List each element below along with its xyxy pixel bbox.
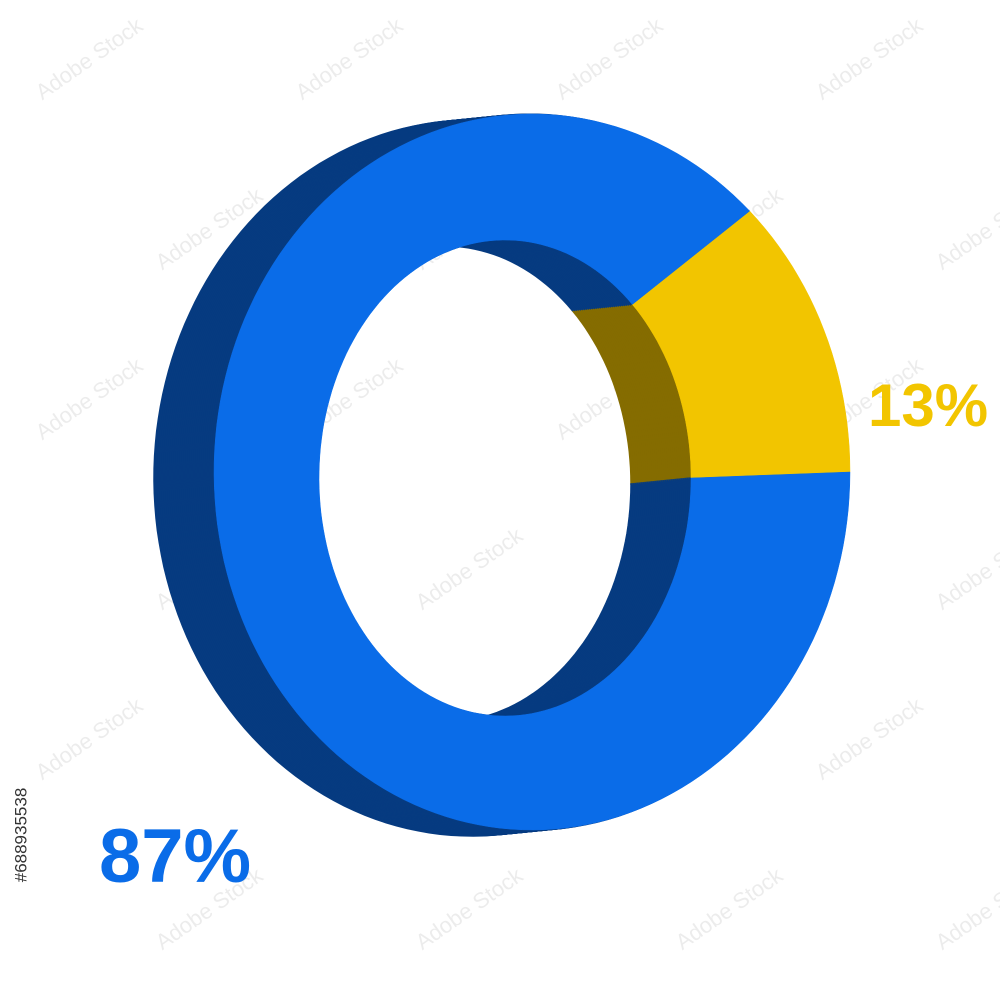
- watermark: Adobe Stock: [411, 522, 528, 615]
- value-label: 87%: [99, 814, 251, 899]
- watermark: Adobe Stock: [931, 862, 1000, 955]
- watermark: Adobe Stock: [31, 12, 148, 105]
- pie-slice: [213, 113, 851, 831]
- watermark: Adobe Stock: [291, 12, 408, 105]
- watermark: Adobe Stock: [671, 862, 788, 955]
- watermark: Adobe Stock: [31, 692, 148, 785]
- watermark: Adobe Stock: [931, 182, 1000, 275]
- stock-id: #688935538: [11, 788, 30, 883]
- watermark: Adobe Stock: [931, 522, 1000, 615]
- watermark: Adobe Stock: [31, 352, 148, 445]
- value-label: 13%: [868, 372, 988, 439]
- watermark: Adobe Stock: [811, 12, 928, 105]
- watermark: Adobe Stock: [551, 12, 668, 105]
- watermark: Adobe Stock: [811, 692, 928, 785]
- watermark: Adobe Stock: [411, 862, 528, 955]
- ring-front: [213, 113, 851, 831]
